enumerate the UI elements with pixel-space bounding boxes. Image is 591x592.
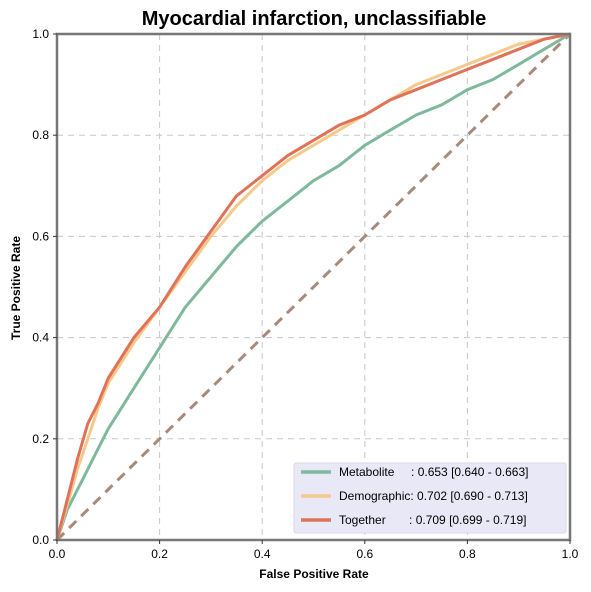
legend-label-together: Together : 0.709 [0.699 - 0.719] [339,513,526,527]
reference-diagonal-line [55,32,572,542]
y-tick-label: 0.2 [32,432,49,446]
series-line-together [55,32,571,541]
y-axis-title: True Positive Rate [9,236,23,340]
y-tick-label: 0.4 [32,331,49,345]
x-axis-title: False Positive Rate [259,567,369,581]
y-tick-label: 0.8 [32,128,49,142]
y-tick-label: 0.6 [32,229,49,243]
y-tick-label: 0.0 [32,533,49,547]
grid [57,34,570,540]
series-line-demographic [55,32,571,541]
plot-frame [55,32,572,542]
series-group [55,32,571,541]
legend: Metabolite : 0.653 [0.640 - 0.663] Demog… [293,462,567,534]
chart-title: Myocardial infarction, unclassifiable [142,8,487,30]
x-tick-label: 0.0 [49,547,66,561]
ticks: 0.0 0.2 0.4 0.6 0.8 1.0 0.0 0.2 0.4 0.6 0.8 1.0 [32,27,578,561]
x-tick-label: 0.6 [356,547,373,561]
reference-line-group [55,32,572,542]
x-tick-label: 0.4 [254,547,271,561]
x-tick-label: 0.2 [151,547,168,561]
x-tick-label: 0.8 [459,547,476,561]
legend-box [293,462,567,534]
y-tick-label: 1.0 [32,27,49,41]
series-line-metabolite [55,32,571,541]
legend-label-demographic: Demographic: 0.702 [0.690 - 0.713] [339,489,528,503]
legend-label-metabolite: Metabolite : 0.653 [0.640 - 0.663] [339,465,528,479]
x-tick-label: 1.0 [562,547,579,561]
